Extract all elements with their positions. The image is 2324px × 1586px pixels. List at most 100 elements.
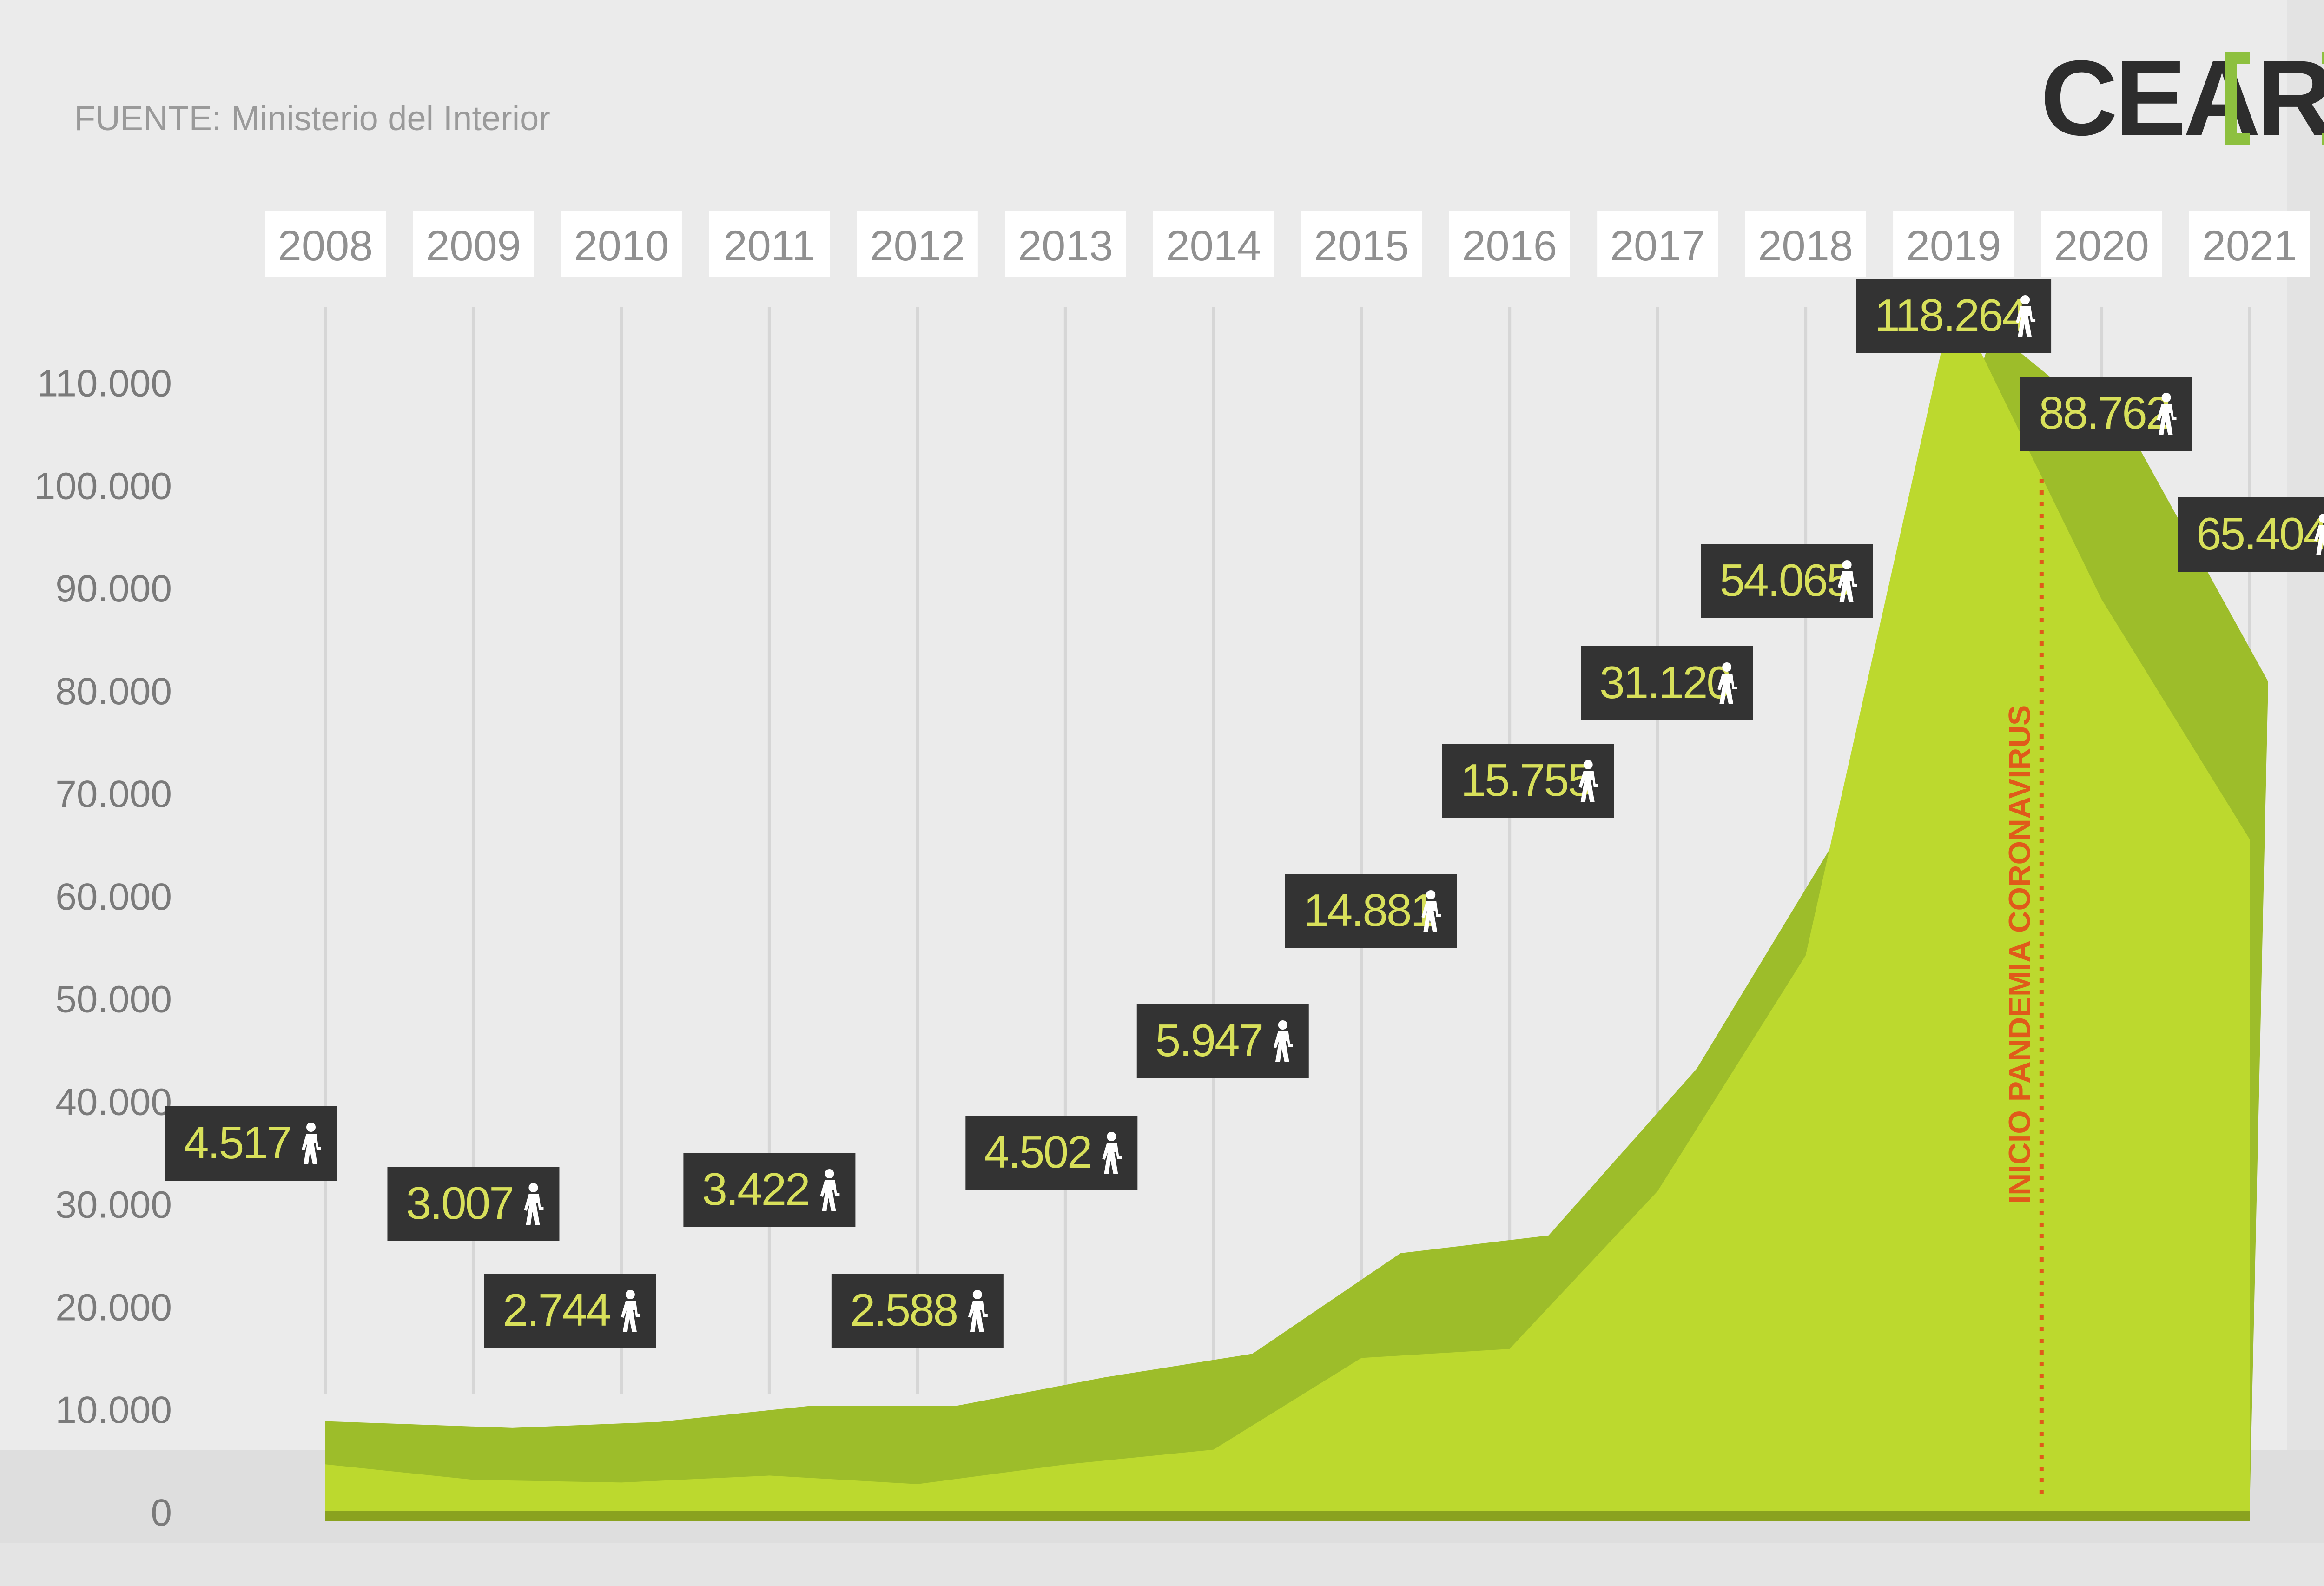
value-label-2013: 4.502 — [965, 1116, 1138, 1190]
y-tick-label: 70.000 — [55, 773, 172, 815]
label-value: 14.881 — [1303, 885, 1434, 936]
year-label: 2019 — [1906, 222, 2001, 270]
person-walking-icon — [621, 1290, 640, 1332]
data-labels: 4.517 3.007 2.744 3.422 2.588 4.502 5.947 14.88… — [165, 279, 2324, 1348]
year-box — [265, 211, 386, 277]
year-box — [1597, 211, 1718, 277]
year-box — [413, 211, 534, 277]
value-label-2017: 31.120 — [1581, 646, 1753, 720]
y-tick-label: 10.000 — [55, 1389, 172, 1431]
year-box — [857, 211, 978, 277]
label-box — [2178, 497, 2324, 572]
person-walking-icon — [524, 1183, 544, 1225]
y-tick-label: 110.000 — [37, 362, 172, 404]
person-walking-icon — [1717, 662, 1737, 704]
year-label: 2021 — [2202, 222, 2298, 270]
value-label-2021: 65.404 — [2178, 497, 2324, 572]
year-cell-2014: 2014 — [1153, 211, 1274, 277]
label-value: 54.065 — [1720, 555, 1851, 606]
y-axis: 0 10.000 20.000 30.000 40.000 50.000 60.000 70.… — [34, 362, 172, 1534]
value-label-2019: 118.264 — [1856, 279, 2052, 353]
label-value: 3.007 — [406, 1177, 513, 1229]
person-walking-icon — [1421, 890, 1441, 932]
person-walking-icon — [968, 1290, 988, 1332]
label-value: 31.120 — [1599, 657, 1730, 708]
value-label-2008: 4.517 — [165, 1106, 337, 1181]
year-cell-2015: 2015 — [1301, 211, 1422, 277]
label-value: 4.502 — [984, 1126, 1091, 1177]
year-label: 2013 — [1018, 222, 1113, 270]
area-series — [325, 296, 2268, 1521]
area-base-edge — [325, 1511, 2250, 1521]
y-tick-label: 0 — [151, 1492, 172, 1534]
year-cell-2013: 2013 — [1005, 211, 1126, 277]
year-label: 2008 — [278, 222, 373, 270]
person-walking-icon — [1578, 760, 1598, 802]
year-cell-2016: 2016 — [1449, 211, 1570, 277]
value-label-2016: 15.755 — [1442, 744, 1614, 818]
cear-logo: CEA R — [2040, 38, 2324, 158]
year-label: 2020 — [2054, 222, 2149, 270]
person-walking-icon — [2157, 393, 2177, 435]
year-box — [1449, 211, 1570, 277]
value-label-2009: 3.007 — [387, 1167, 560, 1241]
person-walking-icon — [302, 1123, 321, 1164]
value-label-2018: 54.065 — [1701, 544, 1873, 618]
year-box — [709, 211, 830, 277]
year-label: 2012 — [870, 222, 965, 270]
label-value: 88.762 — [2039, 387, 2170, 438]
label-value: 65.404 — [2196, 508, 2324, 559]
label-value: 118.264 — [1875, 290, 2026, 341]
y-tick-label: 100.000 — [34, 465, 172, 507]
y-tick-label: 60.000 — [55, 876, 172, 918]
year-box — [2041, 211, 2162, 277]
y-tick-label: 50.000 — [55, 978, 172, 1021]
year-cell-2010: 2010 — [561, 211, 682, 277]
year-label: 2017 — [1610, 222, 1705, 270]
year-box — [1301, 211, 1422, 277]
person-walking-icon — [1102, 1132, 1122, 1174]
year-box — [1893, 211, 2014, 277]
logo-bracket-left — [2225, 52, 2250, 145]
year-cell-2008: 2008 — [265, 211, 386, 277]
year-label: 2010 — [574, 222, 669, 270]
value-label-2012: 2.588 — [831, 1274, 1004, 1348]
label-value: 2.588 — [850, 1284, 957, 1335]
year-cell-2009: 2009 — [413, 211, 534, 277]
year-label: 2011 — [723, 222, 815, 270]
y-tick-label: 40.000 — [55, 1081, 172, 1123]
label-value: 2.744 — [503, 1284, 610, 1335]
year-label: 2009 — [426, 222, 521, 270]
label-value: 5.947 — [1155, 1015, 1262, 1066]
label-value: 4.517 — [184, 1117, 290, 1168]
person-walking-icon — [1837, 560, 1857, 602]
y-tick-label: 30.000 — [55, 1183, 172, 1226]
value-label-2011: 3.422 — [683, 1153, 856, 1227]
pandemic-marker: INICIO PANDEMIA CORONAVIRUS — [2002, 479, 2044, 1501]
y-tick-label: 90.000 — [55, 568, 172, 610]
person-walking-icon — [2314, 514, 2324, 555]
person-walking-icon — [820, 1169, 840, 1211]
year-box — [1745, 211, 1866, 277]
pandemic-label: INICIO PANDEMIA CORONAVIRUS — [2002, 705, 2036, 1204]
year-cell-2018: 2018 — [1745, 211, 1866, 277]
year-row: 2008 2009 2010 2011 2012 2013 2014 2015 2016 2017… — [265, 211, 2310, 277]
value-label-2015: 14.881 — [1285, 874, 1457, 948]
label-value: 3.422 — [702, 1163, 809, 1215]
logo-text-r: R — [2257, 38, 2324, 158]
year-label: 2014 — [1166, 222, 1261, 270]
year-box — [561, 211, 682, 277]
year-cell-2020: 2020 — [2041, 211, 2162, 277]
source-note: FUENTE: Ministerio del Interior — [74, 99, 550, 138]
label-value: 15.755 — [1461, 754, 1592, 806]
year-box — [1153, 211, 1274, 277]
year-cell-2021: 2021 — [2189, 211, 2310, 277]
y-tick-label: 80.000 — [55, 670, 172, 713]
year-label: 2016 — [1462, 222, 1557, 270]
y-tick-label: 20.000 — [55, 1286, 172, 1328]
year-cell-2012: 2012 — [857, 211, 978, 277]
year-label: 2015 — [1314, 222, 1409, 270]
value-label-2010: 2.744 — [484, 1274, 656, 1348]
